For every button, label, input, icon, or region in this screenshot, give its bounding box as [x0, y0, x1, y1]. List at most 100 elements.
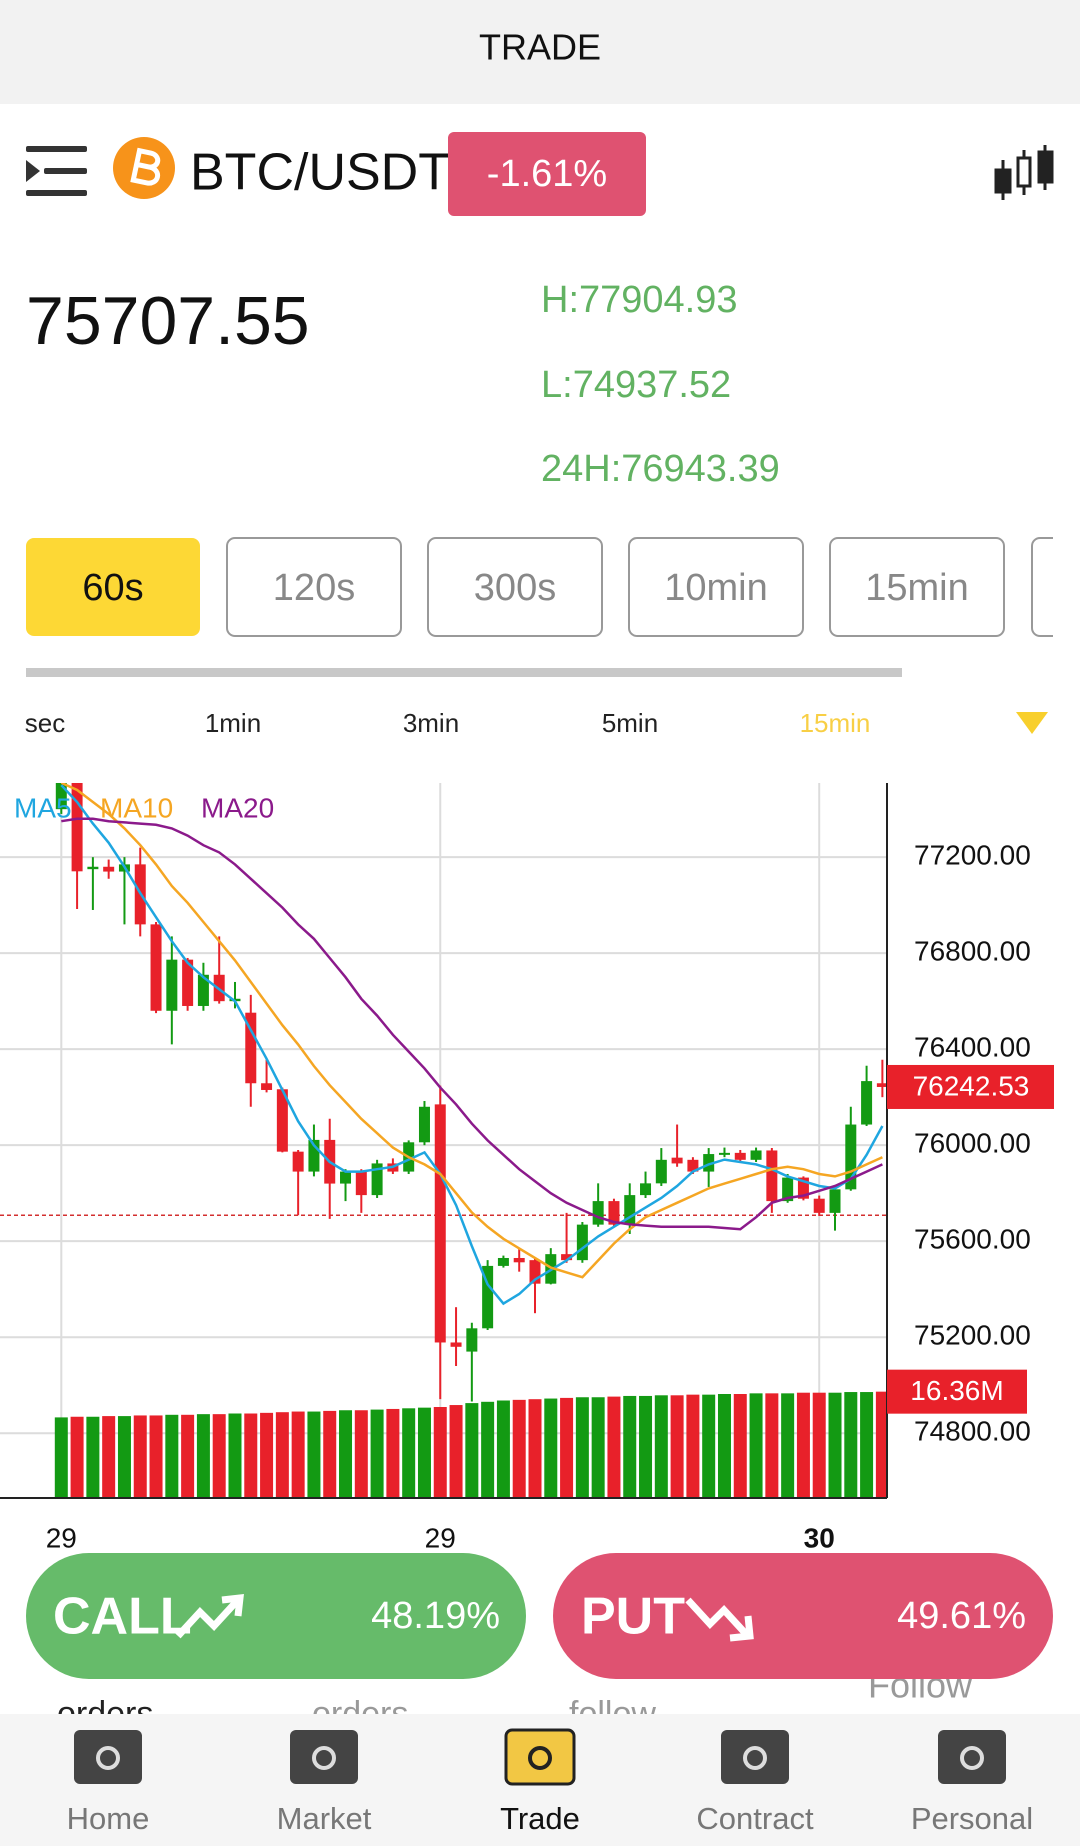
put-arrow: [685, 1597, 749, 1637]
day-price: 24H:76943.39: [541, 448, 780, 490]
nav-icon-detail[interactable]: [528, 1746, 552, 1770]
y-tick-label: 76400.00: [914, 1032, 1031, 1063]
nav-label[interactable]: Trade: [500, 1801, 580, 1836]
interval-button[interactable]: [628, 537, 804, 637]
nav-icon-detail[interactable]: [312, 1746, 336, 1770]
interval-strip: 60s 120s 300s 10min 15min: [26, 537, 1080, 637]
candle-body: [513, 1257, 525, 1263]
candle-body: [308, 1139, 320, 1172]
volume-bar: [244, 1413, 258, 1498]
volume-bar: [228, 1413, 242, 1498]
menu-icon[interactable]: [26, 146, 87, 196]
header-bar: [0, 0, 1080, 104]
volume-bar: [781, 1393, 795, 1498]
nav-icon[interactable]: [721, 1730, 789, 1784]
volume-bar: [733, 1394, 747, 1498]
volume-bar: [844, 1392, 858, 1498]
tab-label[interactable]: 5min: [602, 708, 658, 738]
candle-body: [608, 1201, 620, 1225]
volume-bar: [133, 1415, 147, 1498]
legend-entry: MA20: [201, 792, 274, 823]
y-tick-label: 76000.00: [914, 1128, 1031, 1159]
nav-icon[interactable]: [290, 1730, 358, 1784]
nav-icon-shape[interactable]: [290, 1730, 358, 1784]
candle-body: [766, 1150, 778, 1202]
candle-body: [197, 974, 209, 1006]
nav-icon[interactable]: [74, 1730, 142, 1784]
volume-bar: [496, 1400, 510, 1498]
kline-icon[interactable]: [994, 145, 1054, 200]
volume-bar: [560, 1397, 574, 1498]
nav-icon-shape[interactable]: [74, 1730, 142, 1784]
nav-icon[interactable]: [504, 1728, 576, 1786]
symbol[interactable]: BTC/USDT: [190, 144, 450, 202]
candle-body: [750, 1150, 762, 1160]
put-button[interactable]: [553, 1553, 1053, 1679]
call-button[interactable]: [26, 1553, 526, 1679]
nav-icon-detail[interactable]: [960, 1746, 984, 1770]
candle-body: [166, 959, 178, 1011]
volume-bar: [433, 1407, 447, 1498]
plot-area: [0, 783, 887, 1498]
nav-icon-shape[interactable]: [938, 1730, 1006, 1784]
candle-body: [245, 1012, 257, 1084]
x-tick-label: 30: [804, 1522, 835, 1553]
last-volume-box: [887, 1369, 1027, 1414]
candle-body: [276, 1089, 288, 1152]
nav-icon-detail[interactable]: [743, 1746, 767, 1770]
legend-entry: MA5: [14, 792, 72, 823]
nav-label[interactable]: Personal: [911, 1801, 1033, 1836]
tab-label[interactable]: sec: [25, 708, 65, 738]
volume-bar: [54, 1417, 68, 1498]
candle-body: [418, 1106, 430, 1143]
interval-label[interactable]: 300s: [474, 567, 556, 609]
interval-button[interactable]: [829, 537, 1005, 637]
candle-body: [734, 1152, 746, 1160]
volume-bar: [765, 1393, 779, 1498]
volume-bar: [149, 1415, 163, 1498]
tab-row: sec 1min 3min 5min 15min: [25, 708, 871, 738]
interval-button[interactable]: [226, 537, 402, 637]
nav-icon[interactable]: [938, 1730, 1006, 1784]
interval-label[interactable]: 120s: [273, 567, 355, 609]
candle-body: [87, 866, 99, 870]
volume-bar: [370, 1409, 384, 1498]
volume-bar: [465, 1403, 479, 1498]
volume-bar: [291, 1411, 305, 1498]
nav-icon-detail[interactable]: [96, 1746, 120, 1770]
volume-bar: [717, 1394, 731, 1498]
volume-bar: [212, 1414, 226, 1498]
candle-body: [561, 1254, 573, 1261]
candle-body: [655, 1159, 667, 1184]
interval-label[interactable]: 15min: [865, 567, 969, 609]
interval-label[interactable]: 10min: [664, 567, 768, 609]
volume-bar: [102, 1416, 116, 1498]
interval-button-partial[interactable]: [1031, 537, 1080, 637]
interval-button[interactable]: [26, 538, 200, 636]
candle-body: [718, 1152, 730, 1155]
dropdown-arrow[interactable]: [1016, 712, 1048, 734]
call-label[interactable]: CALL: [53, 1588, 192, 1646]
candle-body: [292, 1151, 304, 1172]
nav-label[interactable]: Contract: [696, 1801, 814, 1836]
put-label[interactable]: PUT: [581, 1588, 685, 1646]
interval-label[interactable]: 60s: [82, 567, 143, 609]
candle-body: [845, 1124, 857, 1190]
nav-icon-shape[interactable]: [721, 1730, 789, 1784]
tab-label[interactable]: 1min: [205, 708, 261, 738]
nav-icon-shape[interactable]: [504, 1728, 576, 1786]
x-tick-label: 29: [46, 1522, 77, 1553]
tab-label[interactable]: 3min: [403, 708, 459, 738]
volume-bar: [528, 1399, 542, 1498]
nav-label[interactable]: Market: [277, 1801, 372, 1836]
candle-body: [576, 1224, 588, 1261]
tab-label[interactable]: 15min: [800, 708, 871, 738]
volume-bar: [196, 1414, 210, 1498]
volume-bar: [165, 1414, 179, 1498]
volume-bar: [575, 1397, 589, 1498]
interval-button[interactable]: [427, 537, 603, 637]
volume-bar: [339, 1410, 353, 1498]
volume-bar: [307, 1411, 321, 1498]
change-text: -1.61%: [487, 153, 607, 195]
nav-label[interactable]: Home: [67, 1801, 150, 1836]
